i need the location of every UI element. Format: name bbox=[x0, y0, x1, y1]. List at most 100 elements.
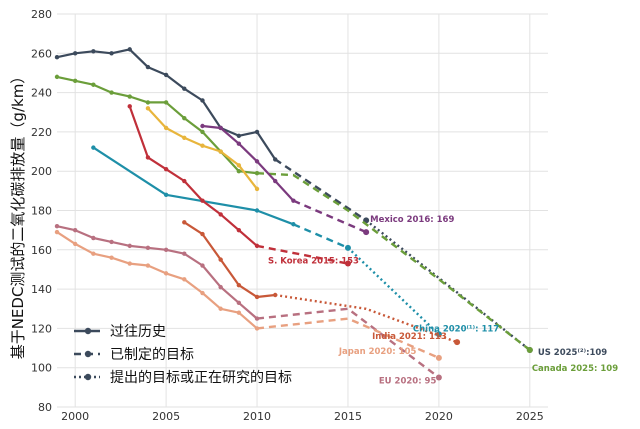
data-point bbox=[54, 224, 60, 229]
series-historical-line bbox=[202, 124, 295, 202]
data-point bbox=[200, 143, 205, 148]
data-point bbox=[254, 208, 260, 213]
series-enacted-line bbox=[292, 223, 349, 249]
annotation-label: EU 2020: 95 bbox=[379, 377, 437, 387]
data-point bbox=[91, 235, 96, 241]
data-point bbox=[200, 98, 205, 103]
y-tick-label: 280 bbox=[31, 8, 52, 21]
y-tick-label: 180 bbox=[31, 205, 52, 218]
y-tick-label: 160 bbox=[31, 244, 52, 257]
legend-label: 已制定的目标 bbox=[110, 347, 194, 363]
data-point bbox=[127, 243, 132, 249]
data-point bbox=[200, 231, 205, 237]
data-point bbox=[182, 135, 187, 140]
data-point bbox=[200, 198, 205, 203]
data-point bbox=[200, 263, 205, 268]
series-enacted-line bbox=[256, 317, 440, 360]
series-historical-line bbox=[183, 221, 276, 299]
data-point bbox=[182, 115, 187, 121]
series-enacted-line bbox=[292, 199, 367, 234]
data-point bbox=[54, 74, 60, 80]
x-tick-label: 2010 bbox=[243, 410, 271, 423]
data-point bbox=[200, 290, 205, 296]
data-point bbox=[236, 163, 242, 168]
data-point bbox=[236, 300, 242, 306]
data-point bbox=[163, 192, 169, 197]
series-lines bbox=[54, 47, 533, 381]
legend-marker bbox=[84, 373, 92, 381]
y-axis-label: 基于NEDC测试的二氧化碳排放量（g/km） bbox=[9, 69, 27, 360]
data-point bbox=[54, 229, 60, 235]
data-point bbox=[254, 129, 260, 135]
annotations: Mexico 2016: 169 China 2020⁽¹⁾: 117 S. Kor… bbox=[268, 215, 618, 386]
data-point bbox=[72, 78, 78, 84]
y-tick-label: 240 bbox=[31, 87, 52, 100]
data-point bbox=[72, 241, 78, 247]
data-point bbox=[254, 294, 260, 300]
data-point bbox=[145, 106, 151, 111]
target-point bbox=[344, 244, 351, 251]
data-point bbox=[145, 263, 151, 268]
data-point bbox=[109, 51, 114, 56]
data-point bbox=[236, 141, 242, 146]
data-point bbox=[109, 255, 114, 260]
annotation-label: India 2021: 113 bbox=[372, 332, 447, 342]
data-point bbox=[72, 227, 78, 233]
series-historical-line bbox=[56, 75, 258, 175]
data-point bbox=[145, 155, 151, 160]
data-point bbox=[163, 100, 169, 105]
target-point bbox=[526, 347, 533, 354]
data-point bbox=[218, 125, 223, 131]
data-point bbox=[54, 55, 60, 60]
data-point bbox=[218, 149, 223, 154]
data-point bbox=[254, 159, 260, 164]
legend-marker bbox=[84, 350, 92, 358]
series-proposed-line bbox=[275, 293, 458, 344]
annotation-label: Mexico 2016: 169 bbox=[370, 215, 454, 225]
target-point bbox=[454, 339, 461, 346]
data-point bbox=[109, 90, 114, 95]
y-tick-label: 200 bbox=[31, 165, 52, 178]
legend-marker bbox=[84, 327, 92, 335]
data-point bbox=[127, 94, 132, 99]
data-point bbox=[182, 86, 187, 91]
series-enacted-line bbox=[274, 158, 367, 222]
series-historical-line bbox=[147, 107, 258, 190]
y-tick-label: 100 bbox=[31, 362, 52, 375]
data-point bbox=[127, 47, 132, 52]
series-historical-line bbox=[56, 225, 258, 320]
annotation-label: Japan 2020: 105 bbox=[338, 347, 417, 357]
data-point bbox=[218, 284, 223, 290]
annotation-label: US 2025⁽²⁾:109 bbox=[538, 348, 607, 358]
data-point bbox=[200, 129, 205, 135]
data-point bbox=[218, 306, 223, 311]
data-point bbox=[72, 51, 78, 56]
data-point bbox=[182, 178, 187, 184]
data-point bbox=[218, 257, 223, 262]
data-point bbox=[236, 227, 242, 233]
y-tick-label: 220 bbox=[31, 126, 52, 139]
data-point bbox=[236, 282, 242, 288]
target-point bbox=[344, 260, 351, 267]
data-point bbox=[109, 239, 114, 245]
series-historical-line bbox=[92, 146, 294, 226]
series-enacted-line bbox=[256, 307, 440, 379]
data-point bbox=[163, 72, 169, 78]
target-point bbox=[435, 374, 442, 381]
y-tick-label: 120 bbox=[31, 322, 52, 335]
series-historical-line bbox=[128, 106, 258, 247]
data-point bbox=[91, 145, 96, 150]
data-point bbox=[182, 220, 187, 225]
data-point bbox=[127, 261, 132, 266]
axis-ticks: 80 100 120 140 160 180 200 220 240 260 280 2000 2005… bbox=[31, 8, 544, 423]
data-point bbox=[127, 104, 132, 109]
series-enacted-line bbox=[256, 172, 531, 351]
series-proposed-line bbox=[347, 246, 440, 336]
data-point bbox=[145, 100, 151, 105]
y-tick-label: 140 bbox=[31, 283, 52, 296]
data-point bbox=[236, 169, 242, 174]
data-point bbox=[91, 251, 96, 256]
